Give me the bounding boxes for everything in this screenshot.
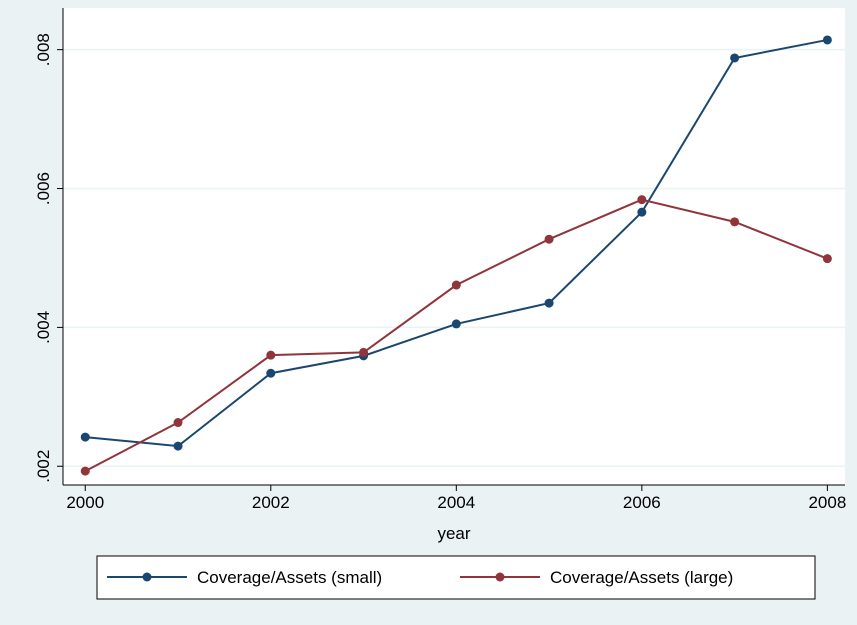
legend-marker	[142, 572, 152, 582]
point	[730, 217, 740, 227]
x-tick-label: 2000	[66, 493, 104, 512]
point	[266, 350, 276, 360]
point	[80, 432, 90, 442]
point	[80, 466, 90, 476]
x-axis-title: year	[437, 524, 470, 543]
x-tick-label: 2004	[437, 493, 475, 512]
point	[173, 418, 183, 428]
point	[822, 35, 832, 45]
point	[822, 254, 832, 264]
x-tick-label: 2002	[252, 493, 290, 512]
point	[451, 319, 461, 329]
y-tick-label: .004	[34, 311, 53, 344]
point	[544, 298, 554, 308]
point	[544, 234, 554, 244]
legend-marker	[495, 572, 505, 582]
y-tick-label: .008	[34, 33, 53, 66]
point	[173, 441, 183, 451]
y-tick-label: .006	[34, 172, 53, 205]
point	[359, 347, 369, 357]
point	[266, 368, 276, 378]
plot-region	[63, 8, 845, 485]
point	[451, 280, 461, 290]
legend-box	[96, 555, 816, 600]
x-tick-label: 2008	[808, 493, 846, 512]
point	[637, 207, 647, 217]
x-tick-label: 2006	[623, 493, 661, 512]
legend-label: Coverage/Assets (large)	[550, 568, 733, 587]
y-tick-label: .002	[34, 450, 53, 483]
legend-label: Coverage/Assets (small)	[197, 568, 382, 587]
point	[637, 195, 647, 205]
point	[730, 53, 740, 63]
